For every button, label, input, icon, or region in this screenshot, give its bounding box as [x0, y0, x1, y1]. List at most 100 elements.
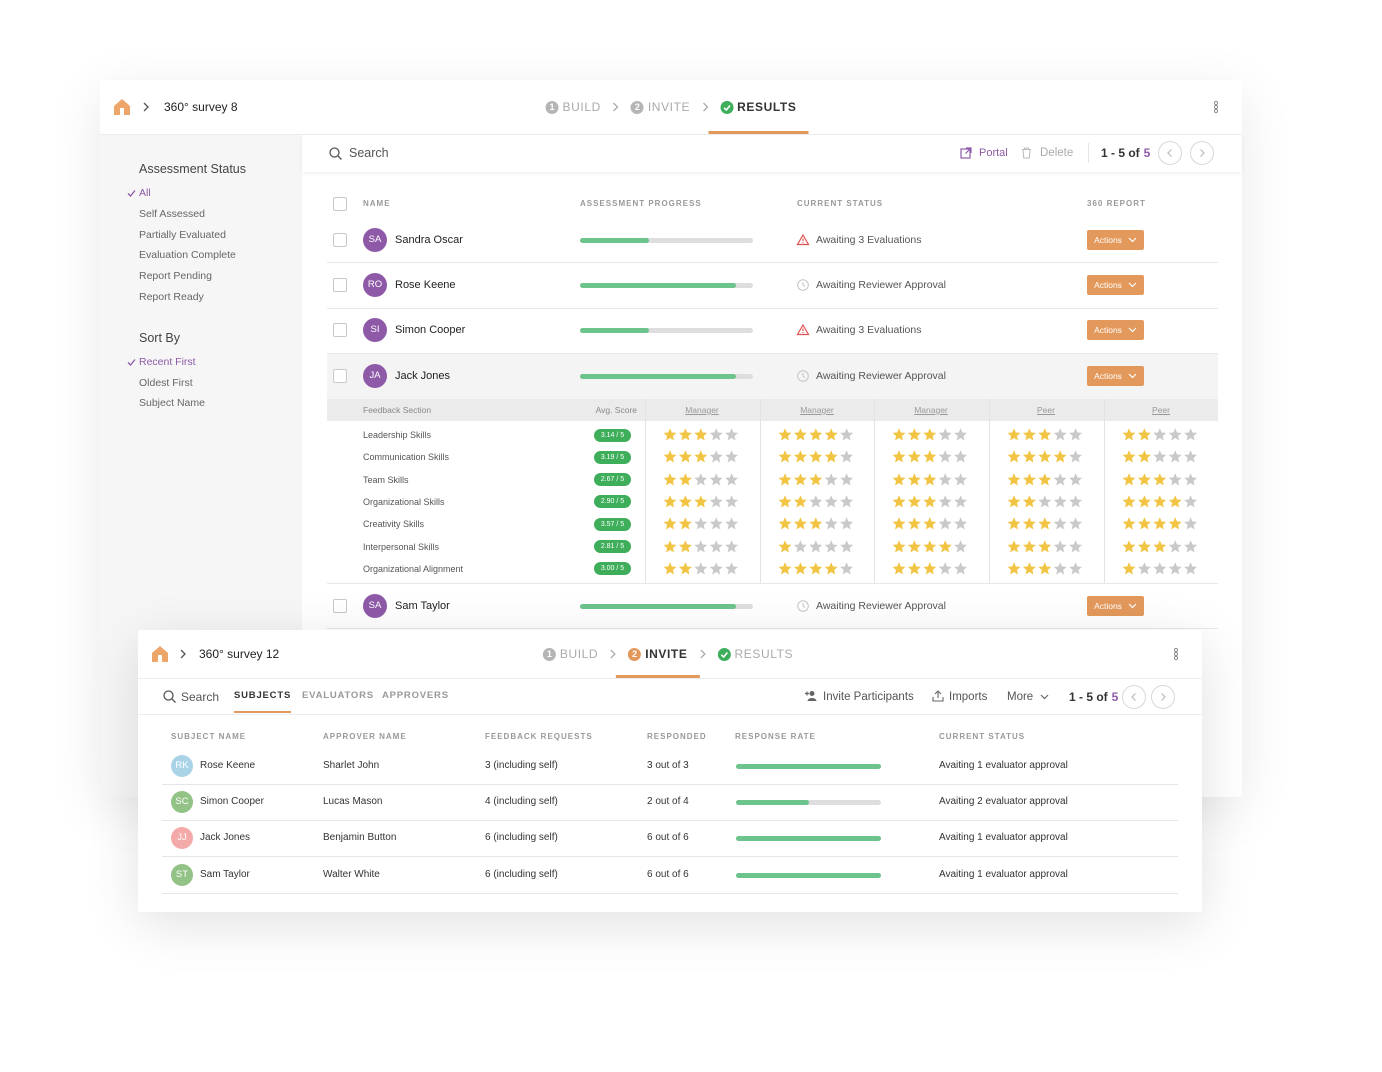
star-rating-part: [840, 472, 854, 486]
star-rating-part: [892, 517, 906, 530]
search-icon-part: [337, 155, 342, 160]
star-rating-part: [709, 495, 723, 508]
select-all-checkbox[interactable]: [333, 197, 347, 211]
row-checkbox[interactable]: [333, 599, 347, 613]
filter-option[interactable]: Evaluation Complete: [139, 249, 236, 262]
delete-button[interactable]: Delete: [1040, 147, 1074, 159]
row-checkbox[interactable]: [333, 323, 347, 337]
actions-button[interactable]: Actions: [1087, 275, 1144, 295]
actions-chevron: [1128, 373, 1137, 379]
filter-option[interactable]: Report Ready: [139, 291, 204, 303]
more-button[interactable]: More: [1007, 691, 1034, 703]
more-menu[interactable]: [1213, 100, 1219, 114]
step[interactable]: 1 BUILD: [534, 80, 613, 134]
row-checkbox[interactable]: [333, 369, 347, 383]
feedback-section: Creativity Skills: [363, 519, 425, 530]
sort-option[interactable]: Oldest First: [139, 376, 193, 389]
step[interactable]: 2 INVITE: [616, 630, 700, 678]
subject-name[interactable]: Sandra Oscar: [395, 234, 463, 246]
star-rating-part: [1069, 517, 1083, 530]
selected-check-part: [127, 359, 136, 366]
tab[interactable]: EVALUATORS: [302, 690, 374, 701]
home-icon[interactable]: [113, 98, 131, 116]
filter-option[interactable]: All: [139, 187, 151, 199]
filter-option[interactable]: Partially Evaluated: [139, 228, 226, 241]
step[interactable]: 1 BUILD: [531, 630, 610, 678]
star-rating-part: [1069, 428, 1083, 441]
invite-icon-part: [807, 698, 817, 701]
star-rating-part: [954, 472, 968, 486]
search-input[interactable]: Search: [181, 690, 220, 704]
invite-button[interactable]: Invite Participants: [823, 691, 914, 703]
feedback-section: Organizational Alignment: [363, 563, 464, 574]
actions-button[interactable]: Actions: [1087, 596, 1144, 616]
header-divider: [138, 678, 1202, 679]
prev-page-button[interactable]: [1122, 685, 1146, 709]
star-rating-part: [678, 428, 692, 441]
star-rating-part: [1137, 472, 1151, 486]
imports-button[interactable]: Imports: [949, 691, 988, 703]
actions-chevron-part: [1128, 373, 1137, 379]
star-rating-part: [1122, 428, 1136, 441]
row-checkbox-part: [333, 233, 347, 247]
row-divider: [162, 892, 1178, 894]
actions-chevron: [1128, 282, 1137, 288]
star-rating-part: [809, 561, 823, 575]
subject-name[interactable]: Simon Cooper: [395, 324, 466, 336]
star-rating-part: [824, 428, 838, 441]
star-rating-part: [725, 495, 739, 508]
tab[interactable]: APPROVERS: [382, 690, 449, 701]
next-page-button[interactable]: [1190, 141, 1214, 165]
star-rating: [1122, 561, 1198, 575]
prev-page-button[interactable]: [1158, 141, 1182, 165]
star-rating-part: [1022, 450, 1036, 463]
home-icon[interactable]: [151, 645, 169, 663]
more-menu[interactable]: [1173, 647, 1179, 661]
step-done-icon-part: [720, 100, 734, 114]
feedback-column-header: Feedback Section: [363, 405, 432, 415]
row-divider: [327, 628, 1218, 629]
filter-option[interactable]: Self Assessed: [139, 207, 205, 220]
subject-name[interactable]: Jack Jones: [395, 370, 451, 382]
star-rating-part: [938, 539, 952, 552]
next-page-button[interactable]: [1151, 685, 1175, 709]
star-rating-part: [778, 428, 792, 441]
star-rating-part: [824, 539, 838, 552]
responded: 6 out of 6: [647, 832, 689, 844]
star-rating-part: [1153, 472, 1167, 486]
star-rating-part: [1007, 450, 1021, 463]
star-rating-part: [923, 561, 937, 575]
actions-button[interactable]: Actions: [1087, 230, 1144, 250]
progress-fill: [580, 373, 736, 379]
portal-button[interactable]: Portal: [979, 147, 1008, 159]
row-checkbox[interactable]: [333, 233, 347, 247]
filter-option[interactable]: Report Pending: [139, 270, 212, 283]
next-page-button-part: [1190, 141, 1214, 165]
step[interactable]: 2 INVITE: [619, 80, 702, 134]
star-rating-part: [907, 472, 921, 486]
score-pill: 3.00 / 5: [594, 562, 631, 576]
star-rating-part: [1007, 539, 1021, 552]
star-rating-part: [938, 495, 952, 508]
actions-button[interactable]: Actions: [1087, 320, 1144, 340]
star-rating-part: [1122, 472, 1136, 486]
actions-button[interactable]: Actions: [1087, 366, 1144, 386]
tab[interactable]: SUBJECTS: [234, 690, 292, 701]
star-rating-part: [1038, 539, 1052, 552]
next-page-button-part: [1161, 693, 1166, 701]
subject-name[interactable]: Rose Keene: [395, 279, 456, 291]
subject-name[interactable]: Sam Taylor: [395, 600, 450, 612]
sort-option[interactable]: Recent First: [139, 356, 196, 368]
star-rating-part: [725, 517, 739, 530]
star-rating-part: [1168, 517, 1182, 530]
row-checkbox[interactable]: [333, 278, 347, 292]
rate-track: [736, 800, 881, 806]
prev-page-button-part: [1167, 149, 1172, 157]
search-input[interactable]: Search: [349, 146, 389, 160]
step[interactable]: RESULTS: [705, 630, 805, 678]
row-divider: [327, 308, 1218, 309]
star-rating: [778, 450, 854, 463]
toolbar: [302, 135, 1242, 172]
step[interactable]: RESULTS: [708, 80, 809, 134]
sort-option[interactable]: Subject Name: [139, 397, 205, 410]
